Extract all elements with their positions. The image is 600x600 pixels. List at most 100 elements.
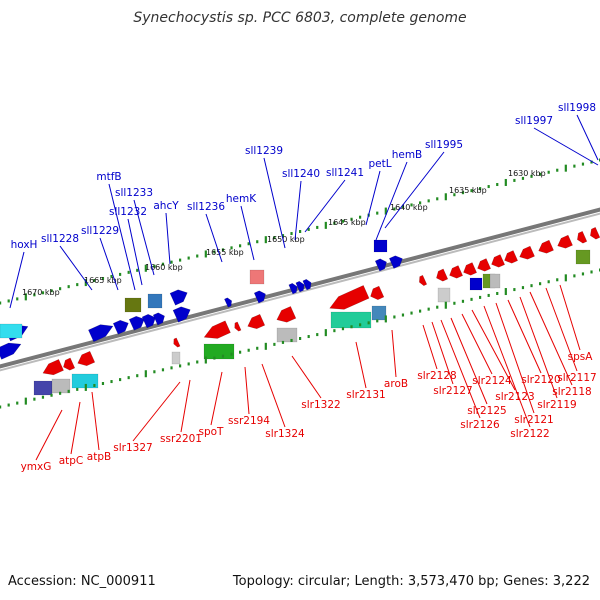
lower-tick-rail-tick <box>359 323 362 327</box>
upper-tick-rail-tick <box>573 164 576 168</box>
upper-tick-rail-tick <box>487 185 490 189</box>
label-leader-line <box>545 287 578 372</box>
reverse-gene-arrow <box>234 321 242 332</box>
gene-label: aroB <box>384 378 408 390</box>
upper-tick-rail-tick <box>50 289 53 293</box>
lower-tick-rail-tick <box>573 274 576 278</box>
reverse-gene-arrow <box>463 262 478 276</box>
upper-tick-rail-tick <box>333 221 336 225</box>
reverse-gene-arrow <box>436 268 449 282</box>
reverse-gene-arrow <box>329 285 370 310</box>
upper-tick-rail-tick <box>530 174 533 178</box>
label-leader-line <box>108 183 136 291</box>
label-leader-line <box>99 237 119 291</box>
lower-tick-rail-tick <box>239 350 242 354</box>
gene-label: slr2128 <box>417 370 456 382</box>
gene-label: ahcY <box>153 200 179 212</box>
label-leader-line <box>244 366 250 415</box>
lower-tick-rail-tick <box>393 315 396 319</box>
label-leader-line <box>35 409 63 461</box>
lower-tick-rail-tick <box>161 368 165 372</box>
forward-gene-arrow <box>152 312 165 326</box>
forward-gene-arrow <box>388 255 403 269</box>
label-leader-line <box>240 205 255 261</box>
lower-tick-rail-tick <box>453 301 456 305</box>
kbp-tick-label: 1630 kbp <box>508 169 546 178</box>
gene-label: hemB <box>392 149 423 161</box>
label-leader-line <box>9 251 25 309</box>
upper-tick-rail-tick <box>410 203 413 207</box>
upper-tick-rail-tick <box>547 170 550 174</box>
lower-tick-rail-tick <box>196 360 199 364</box>
lower-tick-rail-tick <box>461 299 465 303</box>
lower-tick-rail-tick <box>50 393 53 397</box>
label-leader-line <box>391 329 397 378</box>
kbp-tick-label: 1665 kbp <box>84 276 122 285</box>
upper-tick-rail-tick <box>496 183 499 187</box>
upper-tick-rail-tick <box>187 256 190 260</box>
label-leader-line <box>450 317 488 405</box>
lower-tick-rail-tick <box>41 395 45 399</box>
label-leader-line <box>576 114 599 161</box>
kbp-tick-label: 1655 kbp <box>206 248 244 257</box>
lower-tick-rail-tick <box>333 329 336 333</box>
lower-tick-rail-tick <box>84 383 87 391</box>
lower-tick-rail-tick <box>119 378 122 382</box>
reverse-gene-arrow <box>491 254 506 268</box>
reverse-gene-arrow <box>77 350 96 367</box>
lower-tick-rail-tick <box>101 382 105 386</box>
reverse-gene-arrow <box>203 320 231 339</box>
label-leader-line <box>483 305 531 428</box>
gene-label: slr2122 <box>510 428 549 440</box>
lower-tick-rail-tick <box>539 282 542 286</box>
backbone-shadow <box>0 212 600 372</box>
gene-label: slr2124 <box>472 375 512 387</box>
feature-box <box>276 327 298 343</box>
label-leader-line <box>70 401 81 455</box>
reverse-gene-arrow <box>63 357 76 371</box>
gene-label: atpB <box>87 451 111 463</box>
gene-label: spsA <box>568 351 594 363</box>
lower-tick-rail-tick <box>179 364 182 368</box>
label-leader-line <box>294 180 302 241</box>
kbp-tick-label: 1640 kbp <box>390 203 428 212</box>
upper-tick-rail-tick <box>384 207 387 215</box>
lower-tick-rail-tick <box>213 356 216 360</box>
lower-tick-rail-tick <box>504 288 507 296</box>
upper-tick-rail-tick <box>67 285 70 289</box>
feature-box <box>249 269 265 285</box>
lower-tick-rail-tick <box>76 387 79 391</box>
lower-tick-rail-tick <box>204 356 207 364</box>
lower-tick-rail-tick <box>136 374 139 378</box>
gene-label: sll1997 <box>515 115 553 127</box>
lower-tick-rail-tick <box>273 342 276 346</box>
upper-tick-rail-tick <box>84 279 87 287</box>
label-leader-line <box>431 321 454 385</box>
upper-tick-rail-tick <box>427 199 430 203</box>
gene-label: sll1233 <box>115 187 153 199</box>
gene-label: spoT <box>199 426 225 438</box>
label-leader-line <box>375 161 408 241</box>
upper-tick-rail-tick <box>341 219 345 223</box>
lower-tick-rail-tick <box>367 321 370 325</box>
reverse-gene-arrow <box>477 258 492 272</box>
upper-tick-rail-tick <box>0 301 2 305</box>
lower-tick-rail-tick <box>384 315 387 323</box>
label-leader-line <box>384 151 445 229</box>
lower-tick-rail-tick <box>419 309 422 313</box>
label-leader-line <box>529 291 573 386</box>
label-leader-line <box>132 381 181 442</box>
forward-gene-arrow <box>253 290 266 304</box>
upper-tick-rail-tick <box>144 264 147 272</box>
label-leader-line <box>133 199 155 276</box>
forward-gene-arrow <box>374 258 387 272</box>
gene-label: sll1995 <box>425 139 463 151</box>
upper-tick-rail-tick <box>93 279 96 283</box>
forward-gene-arrow <box>288 283 298 295</box>
label-leader-line <box>205 213 223 263</box>
lower-tick-rail-tick <box>187 362 190 366</box>
upper-tick-rail-tick <box>230 246 233 250</box>
upper-tick-rail-tick <box>453 193 456 197</box>
upper-tick-rail-tick <box>76 283 79 287</box>
